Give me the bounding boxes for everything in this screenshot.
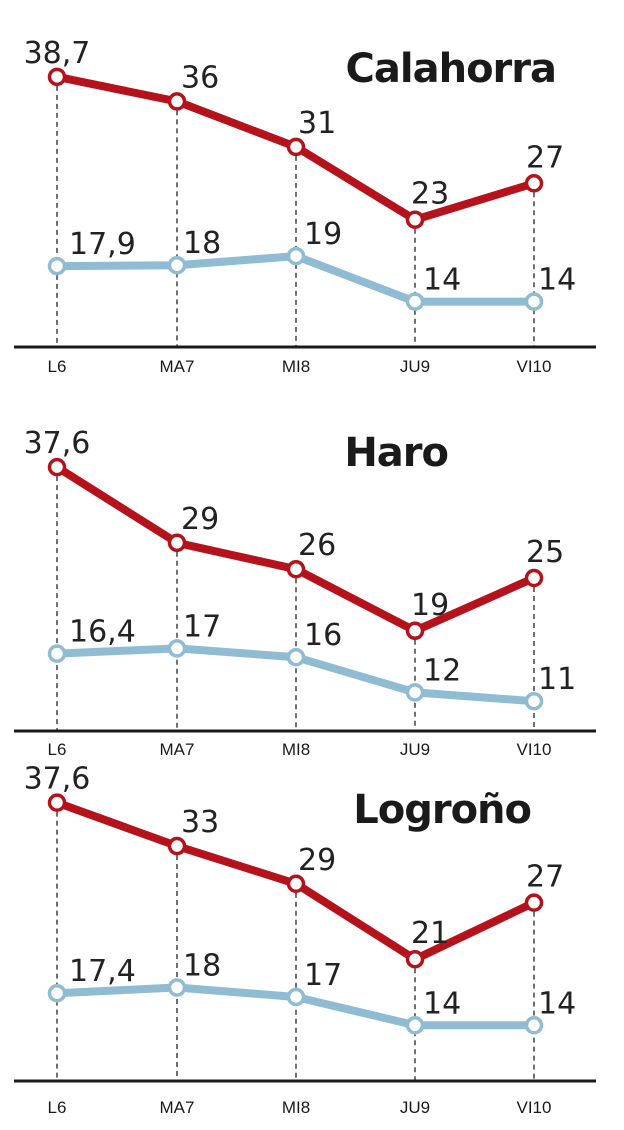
x-tick-label: VI10 — [517, 357, 552, 376]
data-label-min: 17,4 — [69, 954, 136, 989]
chart-panel-3: L6 MA7 MI8 JU9 VI10 Logroño 17,4 18 17 14 14 37,6 33… — [14, 762, 596, 1117]
data-label-max: 37,6 — [24, 762, 91, 797]
data-label-min: 11 — [538, 662, 576, 697]
data-point-min — [47, 644, 67, 663]
data-point-min — [286, 647, 306, 667]
x-tick-label: L6 — [48, 1098, 67, 1117]
x-tick-label: JU9 — [400, 1098, 430, 1117]
data-label-min: 14 — [538, 263, 576, 298]
x-tick-label: MA7 — [160, 740, 195, 759]
data-point-min — [167, 255, 187, 275]
data-point-min — [47, 256, 67, 276]
data-point-max — [405, 210, 425, 229]
data-point-max — [47, 457, 67, 477]
data-point-min — [167, 978, 187, 997]
chart-title: Calahorra — [346, 46, 556, 92]
data-label-max: 31 — [298, 106, 336, 141]
data-point-min — [524, 1016, 544, 1035]
data-point-max — [286, 874, 306, 894]
data-point-max — [524, 893, 544, 912]
data-point-min — [286, 987, 306, 1007]
data-point-min — [286, 246, 306, 266]
data-label-max: 38,7 — [24, 36, 91, 71]
data-label-min: 12 — [423, 653, 461, 688]
chart-panel-2: L6 MA7 MI8 JU9 VI10 Haro 16,4 17 16 12 11 37,6 29 26 1… — [14, 426, 596, 759]
x-tick-label: L6 — [48, 740, 67, 759]
data-label-min: 16,4 — [69, 615, 136, 650]
data-label-max: 29 — [298, 843, 336, 878]
chart-panel-1: L6 MA7 MI8 JU9 VI10 Calahorra 17,9 18 19 14 14 38,7… — [14, 36, 596, 376]
data-label-max: 33 — [181, 805, 219, 840]
data-point-max — [405, 949, 425, 969]
data-label-max: 29 — [181, 502, 219, 537]
x-tick-label: JU9 — [400, 357, 430, 376]
x-tick-label: MA7 — [160, 1098, 195, 1117]
data-point-max — [167, 92, 187, 111]
data-point-max — [47, 67, 67, 87]
data-label-max: 37,6 — [24, 426, 91, 461]
data-label-max: 19 — [411, 588, 449, 623]
data-label-max: 23 — [411, 177, 449, 212]
data-label-max: 25 — [526, 535, 564, 570]
data-point-max — [286, 559, 306, 579]
data-point-max — [524, 568, 544, 588]
x-tick-label: L6 — [48, 357, 67, 376]
x-tick-label: MI8 — [282, 740, 310, 759]
data-label-min: 17 — [304, 958, 342, 993]
data-label-max: 26 — [298, 528, 336, 563]
data-point-max — [167, 533, 187, 553]
data-label-max: 36 — [181, 60, 219, 95]
x-tick-label: VI10 — [517, 1098, 552, 1117]
data-label-min: 19 — [304, 217, 342, 252]
x-tick-label: MI8 — [282, 357, 310, 376]
data-point-max — [405, 621, 425, 641]
data-point-min — [524, 292, 544, 311]
data-label-min: 18 — [183, 949, 221, 984]
x-tick-label: VI10 — [517, 740, 552, 759]
data-point-min — [405, 1016, 425, 1035]
data-point-min — [47, 983, 67, 1003]
data-point-max — [167, 836, 187, 856]
chart-title: Haro — [344, 430, 448, 476]
data-point-min — [405, 292, 425, 311]
data-label-min: 14 — [423, 263, 461, 298]
x-tick-label: MI8 — [282, 1098, 310, 1117]
x-tick-label: MA7 — [160, 357, 195, 376]
data-label-min: 14 — [538, 986, 576, 1021]
data-point-min — [524, 691, 544, 711]
chart-title: Logroño — [353, 787, 531, 833]
data-label-max: 27 — [526, 140, 564, 175]
data-point-max — [286, 137, 306, 157]
data-label-min: 14 — [423, 986, 461, 1021]
data-label-min: 16 — [304, 618, 342, 653]
data-point-min — [167, 639, 187, 658]
data-point-max — [524, 174, 544, 193]
data-label-min: 17 — [183, 609, 221, 644]
data-point-min — [405, 683, 425, 702]
data-label-max: 21 — [411, 916, 449, 951]
data-label-max: 27 — [526, 860, 564, 895]
data-point-max — [47, 793, 67, 812]
x-tick-label: JU9 — [400, 740, 430, 759]
data-label-min: 18 — [183, 226, 221, 261]
data-label-min: 17,9 — [69, 227, 136, 262]
